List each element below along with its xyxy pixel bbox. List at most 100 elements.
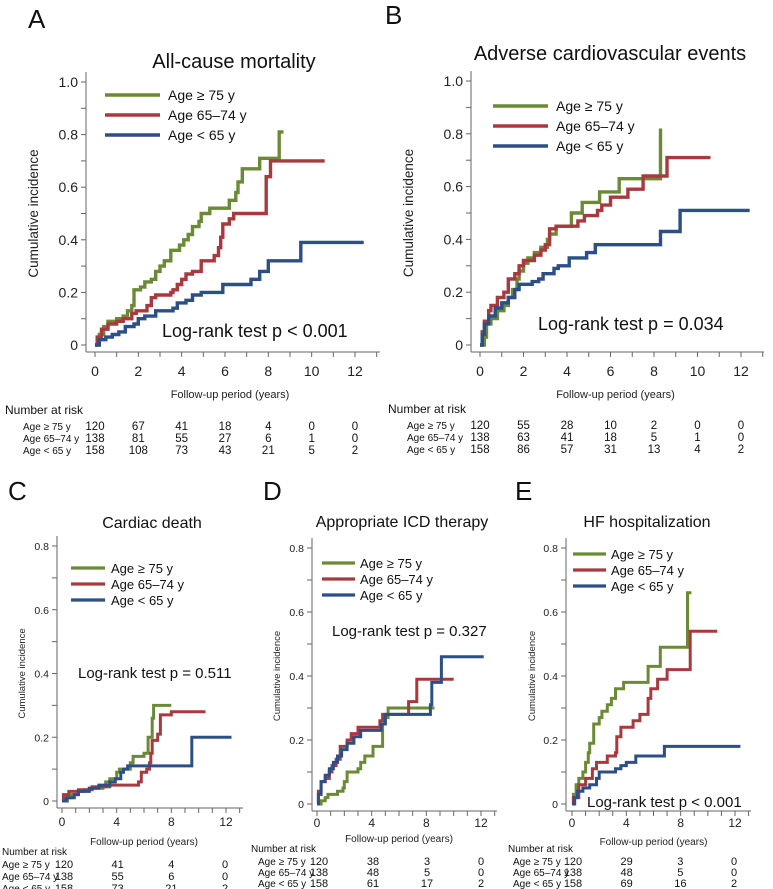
series-line-age-ge75 (571, 591, 692, 806)
x-tick-label: 4 (563, 363, 571, 379)
risk-value: 16 (674, 878, 686, 889)
risk-value: 48 (367, 867, 379, 879)
risk-value: 0 (731, 867, 737, 879)
risk-value: 0 (731, 856, 737, 868)
x-tick-label: 12 (474, 816, 488, 830)
legend-label: Age 65–74 y (556, 118, 635, 134)
y-tick-label: 1.0 (59, 74, 79, 90)
risk-value: 0 (222, 871, 228, 883)
risk-value: 6 (168, 871, 174, 883)
y-tick-label: 0.8 (444, 126, 464, 142)
legend-label: Age 65–74 y (360, 572, 434, 587)
series-line-age-65-74 (95, 159, 325, 347)
risk-table-row: Age < 65 y 158 86 57 31 13 4 2 (407, 444, 744, 456)
series-line-age-lt65 (95, 240, 364, 347)
log-rank-annotation: Log-rank test p = 0.327 (332, 623, 487, 640)
x-axis-label: Follow-up period (years) (171, 389, 290, 401)
x-tick-label: 10 (304, 363, 320, 379)
risk-table-header: Number at risk (508, 844, 574, 855)
legend-label: Age < 65 y (168, 127, 235, 143)
risk-value: 4 (694, 444, 701, 456)
risk-value: 138 (85, 433, 104, 445)
risk-value: 2 (738, 444, 744, 456)
x-tick-label: 4 (113, 815, 120, 829)
x-tick-label: 0 (91, 363, 99, 379)
risk-row-label: Age < 65 y (513, 879, 561, 889)
y-tick-label: 0.4 (543, 671, 558, 683)
risk-row-label: Age 65–74 y (2, 872, 58, 883)
x-axis-label: Follow-up period (years) (345, 834, 453, 845)
x-tick-label: 8 (168, 815, 175, 829)
chart-title: Adverse cardiovascular events (474, 43, 746, 65)
legend-label: Age 65–74 y (611, 563, 685, 578)
risk-value: 158 (55, 883, 73, 889)
risk-table-header: Number at risk (2, 847, 68, 858)
risk-value: 0 (478, 867, 484, 879)
risk-value: 138 (564, 867, 582, 879)
risk-table-row: Age ≥ 75 y 120 55 28 10 2 0 0 (407, 420, 744, 432)
risk-table-row: Age < 65 y 158 73 21 2 (2, 883, 228, 889)
panel-letter: E (515, 476, 532, 506)
x-tick-label: 12 (733, 363, 749, 379)
series-line-age-65-74 (61, 710, 206, 803)
panel-letter: D (263, 476, 282, 506)
risk-table-row: Age < 65 y 158 61 17 2 (258, 878, 484, 889)
risk-table-row: Age 65–74 y 138 81 55 27 6 1 0 (23, 433, 358, 445)
chart-title: Appropriate ICD therapy (316, 514, 489, 531)
log-rank-annotation: Log-rank test p < 0.001 (162, 321, 348, 341)
x-tick-label: 12 (728, 816, 742, 830)
x-tick-label: 2 (134, 363, 142, 379)
risk-value: 69 (621, 878, 633, 889)
legend-label: Age < 65 y (556, 138, 623, 154)
risk-value: 21 (165, 883, 177, 889)
risk-value: 3 (424, 856, 430, 868)
risk-value: 1 (694, 432, 700, 444)
risk-table-header: Number at risk (5, 403, 84, 417)
risk-value: 38 (367, 856, 379, 868)
x-tick-label: 6 (607, 363, 615, 379)
y-tick-label: 0.2 (289, 735, 304, 747)
y-tick-label: 0.6 (543, 607, 558, 619)
legend-label: Age ≥ 75 y (611, 547, 674, 562)
risk-row-label: Age 65–74 y (23, 434, 79, 445)
risk-value: 21 (262, 445, 275, 457)
risk-value: 18 (219, 421, 232, 433)
risk-value: 27 (219, 433, 232, 445)
chart-title: HF hospitalization (583, 514, 710, 531)
y-axis-label: Cumulative incidence (272, 631, 283, 721)
risk-value: 63 (517, 432, 530, 444)
risk-value: 158 (470, 444, 489, 456)
risk-table-row: Age < 65 y 158 69 16 2 (513, 878, 737, 889)
risk-value: 5 (677, 867, 683, 879)
risk-table-row: Age ≥ 75 y 120 38 3 0 (258, 856, 484, 868)
x-tick-label: 12 (347, 363, 363, 379)
risk-value: 2 (731, 878, 737, 889)
risk-value: 2 (478, 878, 484, 889)
log-rank-annotation: Log-rank test p = 0.034 (538, 314, 724, 334)
x-tick-label: 12 (219, 815, 233, 829)
risk-row-label: Age < 65 y (23, 446, 71, 457)
x-axis-label: Follow-up period (years) (90, 837, 198, 848)
risk-value: 29 (621, 856, 633, 868)
risk-row-label: Age < 65 y (407, 445, 455, 456)
chart-title: All-cause mortality (152, 51, 315, 73)
y-tick-label: 0 (298, 799, 304, 811)
x-tick-label: 0 (476, 363, 484, 379)
risk-value: 61 (367, 878, 379, 889)
panel-letter: C (8, 476, 27, 506)
risk-value: 0 (352, 433, 358, 445)
x-tick-label: 8 (423, 816, 430, 830)
risk-row-label: Age 65–74 y (258, 868, 314, 879)
risk-value: 120 (310, 856, 328, 868)
x-tick-label: 10 (690, 363, 706, 379)
risk-value: 81 (132, 433, 145, 445)
x-axis-label: Follow-up period (years) (556, 389, 675, 401)
risk-table-row: Age < 65 y 158 108 73 43 21 5 2 (23, 445, 358, 457)
panel-letter: A (28, 4, 46, 34)
risk-table-header: Number at risk (388, 402, 467, 416)
risk-row-label: Age ≥ 75 y (23, 422, 71, 433)
